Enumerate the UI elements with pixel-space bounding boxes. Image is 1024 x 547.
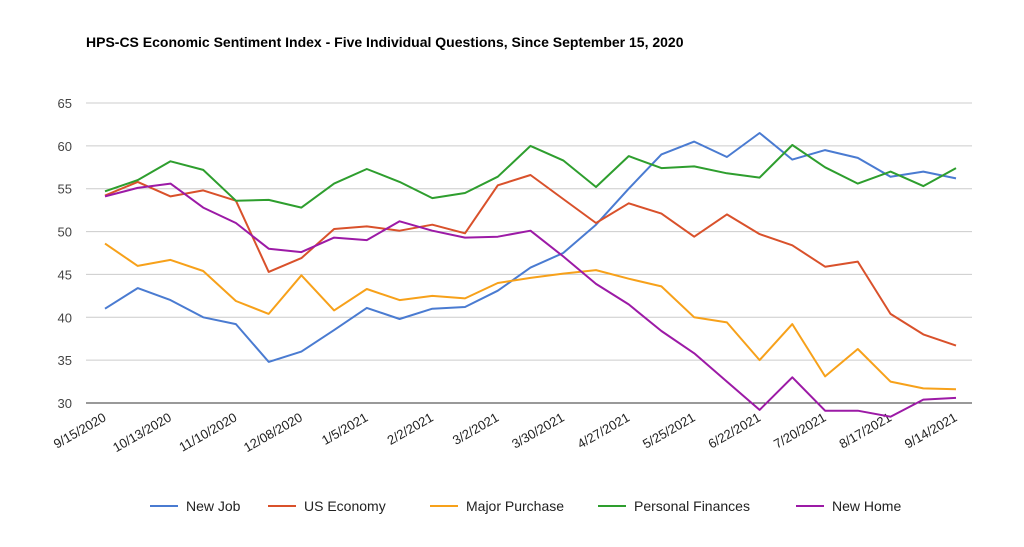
series-line-personal-finances xyxy=(104,144,957,209)
x-tick-label: 1/5/2021 xyxy=(319,410,370,448)
series-line-new-job xyxy=(104,132,957,363)
legend-label: Personal Finances xyxy=(634,498,750,514)
legend-item-personal-finances[interactable]: Personal Finances xyxy=(598,498,750,514)
legend-item-new-home[interactable]: New Home xyxy=(796,498,901,514)
x-tick-label: 6/22/2021 xyxy=(706,410,764,452)
legend-item-us-economy[interactable]: US Economy xyxy=(268,498,386,514)
series-line-major-purchase xyxy=(104,242,957,391)
x-tick-label: 12/08/2020 xyxy=(241,410,305,456)
x-tick-label: 2/2/2021 xyxy=(384,410,435,448)
y-tick-label: 50 xyxy=(58,225,72,240)
x-tick-label: 9/15/2020 xyxy=(51,410,109,452)
legend-item-major-purchase[interactable]: Major Purchase xyxy=(430,498,564,514)
chart-title: HPS-CS Economic Sentiment Index - Five I… xyxy=(86,34,684,50)
legend-item-new-job[interactable]: New Job xyxy=(150,498,241,514)
legend-label: New Home xyxy=(832,498,901,514)
y-axis-ticks: 30 35 40 45 50 55 60 65 xyxy=(58,96,72,411)
x-tick-label: 3/2/2021 xyxy=(450,410,501,448)
x-tick-label: 7/20/2021 xyxy=(771,410,829,452)
series-lines xyxy=(104,132,957,418)
series-line-us-economy xyxy=(104,174,957,347)
y-tick-label: 35 xyxy=(58,353,72,368)
x-tick-label: 4/27/2021 xyxy=(575,410,633,452)
y-tick-label: 65 xyxy=(58,96,72,111)
legend-label: US Economy xyxy=(304,498,386,514)
x-tick-label: 9/14/2021 xyxy=(902,410,960,452)
x-axis-ticks: 9/15/2020 10/13/2020 11/10/2020 12/08/2020 1… xyxy=(51,410,960,456)
y-tick-label: 40 xyxy=(58,310,72,325)
y-tick-label: 45 xyxy=(58,267,72,282)
y-tick-label: 55 xyxy=(58,182,72,197)
x-tick-label: 3/30/2021 xyxy=(509,410,567,452)
x-tick-label: 5/25/2021 xyxy=(640,410,698,452)
series-line-new-home xyxy=(104,182,957,418)
y-tick-label: 60 xyxy=(58,139,72,154)
legend-label: New Job xyxy=(186,498,241,514)
legend-label: Major Purchase xyxy=(466,498,564,514)
x-tick-label: 10/13/2020 xyxy=(110,410,174,456)
x-tick-label: 11/10/2020 xyxy=(176,410,239,455)
legend: New Job US Economy Major Purchase Personal … xyxy=(150,498,901,514)
y-tick-label: 30 xyxy=(58,396,72,411)
